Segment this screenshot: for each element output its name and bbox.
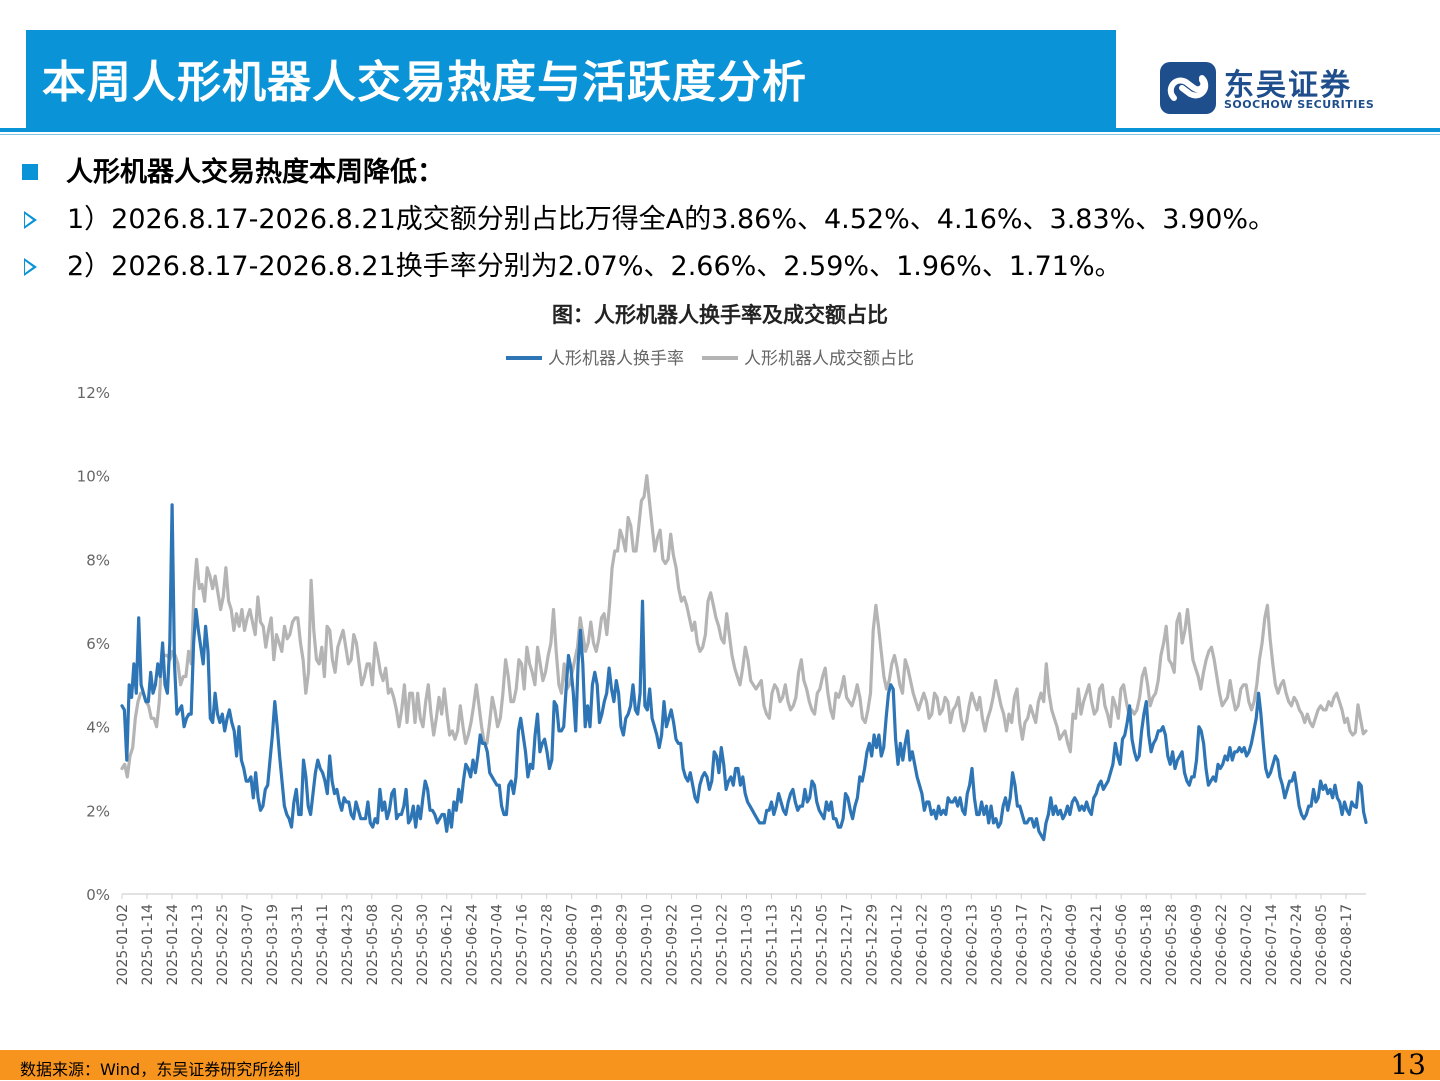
x-tick-label: 2025-05-08 [365,904,381,985]
x-tick-label: 2025-01-14 [140,904,156,985]
x-tick-label: 2025-12-17 [839,904,855,985]
x-tick-label: 2026-03-27 [1039,904,1055,985]
x-tick-label: 2025-03-07 [240,904,256,985]
x-tick-label: 2025-07-16 [515,904,531,985]
logo-mark-icon [1160,62,1216,114]
y-tick-label: 6% [86,635,110,653]
header-rule-thin [0,134,1440,135]
legend-label-0: 人形机器人换手率 [548,349,684,369]
x-tick-label: 2026-02-13 [964,904,980,985]
x-tick-label: 2026-06-22 [1214,904,1230,985]
series-line-1 [120,474,1368,779]
x-tick-label: 2025-09-10 [640,904,656,985]
logo-cn-text: 东吴证券 [1224,68,1352,103]
series-line-0 [120,503,1368,842]
x-tick-label: 2026-05-18 [1139,904,1155,985]
x-tick-label: 2026-07-02 [1239,904,1255,985]
line-chart: 0% 2% 4% 6% 8% 10% 12% 2025-01-02 2025-01-14 2025… [77,349,1368,985]
x-tick-label: 2025-08-07 [565,904,581,985]
footer-bar: 数据来源：Wind，东吴证券研究所绘制 13 [0,1048,1440,1081]
x-tick-label: 2025-10-22 [715,904,731,985]
y-tick-label: 12% [77,384,110,402]
header-rule [0,128,1440,132]
bullet-point-2: 2）2026.8.17-2026.8.21换手率分别为2.07%、2.66%、2… [18,244,1122,283]
x-tick-label: 2025-06-12 [440,904,456,985]
square-bullet-icon [22,163,38,180]
x-tick-label: 2025-01-02 [115,904,131,985]
title-bar: 本周人形机器人交易热度与活跃度分析 [26,30,1116,130]
bullet-point-1-text: 1）2026.8.17-2026.8.21成交额分别占比万得全A的3.86%、4… [67,204,1276,235]
chart-title: 图：人形机器人换手率及成交额占比 [552,303,888,327]
bullet-point-2-text: 2）2026.8.17-2026.8.21换手率分别为2.07%、2.66%、2… [67,251,1122,282]
x-tick-label: 2026-01-22 [914,904,930,985]
x-tick-label: 2026-08-05 [1314,904,1330,985]
x-tick-label: 2025-08-29 [615,904,631,985]
x-tick-label: 2025-09-22 [665,904,681,985]
x-tick-label: 2025-03-31 [290,904,306,985]
y-tick-label: 10% [77,468,110,486]
x-tick-label: 2026-05-06 [1114,904,1130,985]
x-tick-label: 2025-01-24 [165,904,181,985]
x-tick-label: 2026-04-21 [1089,904,1105,985]
x-tick-label: 2026-03-17 [1014,904,1030,985]
x-tick-label: 2026-02-03 [939,904,955,985]
x-tick-label: 2025-02-13 [190,904,206,985]
y-tick-label: 8% [86,551,110,569]
arrow-bullet-icon [24,257,37,276]
x-tick-label: 2025-05-30 [415,904,431,985]
x-tick-label: 2025-12-05 [814,904,830,985]
x-tick-label: 2025-11-03 [739,904,755,985]
x-tick-label: 2026-05-28 [1164,904,1180,985]
y-tick-label: 4% [86,719,110,737]
x-tick-label: 2026-06-09 [1189,904,1205,985]
page-number: 13 [1390,1048,1426,1081]
x-tick-label: 2025-07-28 [540,904,556,985]
x-tick-label: 2025-12-29 [864,904,880,985]
x-tick-label: 2026-04-09 [1064,904,1080,985]
bullet-heading: 人形机器人交易热度本周降低： [18,150,444,189]
x-tick-label: 2026-07-24 [1289,904,1305,985]
x-tick-label: 2026-08-17 [1339,904,1355,985]
x-tick-label: 2025-06-24 [465,904,481,985]
x-tick-label: 2026-03-05 [989,904,1005,985]
source-note: 数据来源：Wind，东吴证券研究所绘制 [20,1060,301,1079]
x-tick-label: 2025-08-19 [590,904,606,985]
x-tick-label: 2026-01-12 [889,904,905,985]
y-tick-label: 0% [86,886,110,904]
logo-en-text: SOOCHOW SECURITIES [1224,98,1375,111]
x-tick-label: 2025-11-25 [789,904,805,985]
x-tick-label: 2025-04-23 [340,904,356,985]
x-tick-label: 2025-04-11 [315,904,331,985]
arrow-bullet-icon [24,210,37,229]
company-logo: 东吴证券 SOOCHOW SECURITIES [1160,58,1400,118]
x-tick-label: 2025-05-20 [390,904,406,985]
x-tick-label: 2025-10-10 [690,904,706,985]
x-tick-label: 2026-07-14 [1264,904,1280,985]
x-tick-label: 2025-11-13 [764,904,780,985]
y-tick-label: 2% [86,802,110,820]
legend-label-1: 人形机器人成交额占比 [744,349,914,369]
bullet-heading-text: 人形机器人交易热度本周降低： [66,157,444,188]
x-tick-label: 2025-02-25 [215,904,231,985]
x-tick-label: 2025-03-19 [265,904,281,985]
x-tick-label: 2025-07-04 [490,904,506,985]
page-title: 本周人形机器人交易热度与活跃度分析 [42,57,807,108]
bullet-point-1: 1）2026.8.17-2026.8.21成交额分别占比万得全A的3.86%、4… [18,197,1275,236]
